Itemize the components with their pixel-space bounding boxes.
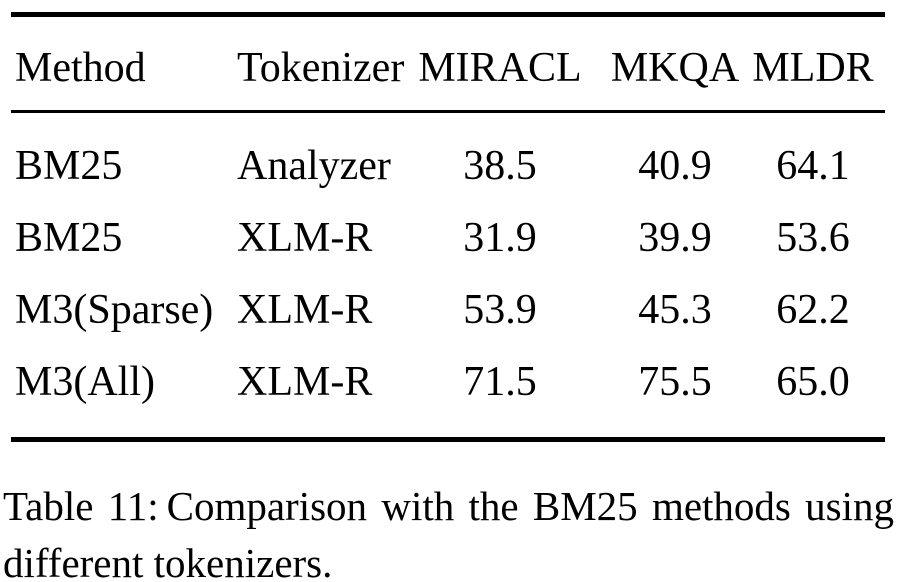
cell-method: M3(Sparse) — [15, 287, 214, 333]
column-header-mkqa: MKQA — [610, 45, 740, 91]
column-header-miracl: MIRACL — [418, 45, 582, 91]
cell-mkqa: 45.3 — [638, 287, 712, 333]
column-header-method: Method — [15, 45, 146, 91]
cell-mkqa: 39.9 — [638, 215, 712, 261]
results-table: Method Tokenizer MIRACL MKQA MLDR BM25 A… — [11, 12, 885, 442]
cell-miracl: 31.9 — [463, 215, 537, 261]
cell-mkqa: 75.5 — [638, 359, 712, 405]
table-row: M3(All) XLM-R 71.5 75.5 65.0 — [11, 346, 885, 418]
cell-tokenizer: Analyzer — [237, 143, 391, 189]
cell-mldr: 64.1 — [776, 143, 850, 189]
caption-line-1: Table 11: Comparison with the BM25 method… — [3, 478, 894, 535]
cell-method: M3(All) — [15, 359, 155, 405]
cell-miracl: 71.5 — [463, 359, 537, 405]
cell-miracl: 38.5 — [463, 143, 537, 189]
table-row: M3(Sparse) XLM-R 53.9 45.3 62.2 — [11, 274, 885, 346]
table-mid-rule — [11, 110, 885, 113]
cell-miracl: 53.9 — [463, 287, 537, 333]
cell-tokenizer: XLM-R — [237, 215, 373, 261]
caption-text: Comparison with the BM25 methods using — [166, 483, 895, 529]
cell-mldr: 62.2 — [776, 287, 850, 333]
cell-method: BM25 — [15, 215, 123, 261]
table-top-rule — [11, 12, 885, 17]
column-header-tokenizer: Tokenizer — [237, 45, 405, 91]
table-row: BM25 Analyzer 38.5 40.9 64.1 — [11, 113, 885, 202]
cell-method: BM25 — [15, 143, 123, 189]
caption-label: Table 11: — [3, 483, 159, 529]
cell-mldr: 65.0 — [776, 359, 850, 405]
table-row: BM25 XLM-R 31.9 39.9 53.6 — [11, 202, 885, 274]
cell-tokenizer: XLM-R — [237, 287, 373, 333]
cell-mldr: 53.6 — [776, 215, 850, 261]
table-bottom-rule — [11, 437, 885, 442]
cell-mkqa: 40.9 — [638, 143, 712, 189]
caption-line-2: different tokenizers. — [3, 540, 333, 582]
table-caption: Table 11: Comparison with the BM25 method… — [3, 478, 894, 582]
cell-tokenizer: XLM-R — [237, 359, 373, 405]
table-bottom-spacer — [11, 418, 885, 437]
table-header-row: Method Tokenizer MIRACL MKQA MLDR — [11, 17, 885, 110]
column-header-mldr: MLDR — [752, 45, 874, 91]
